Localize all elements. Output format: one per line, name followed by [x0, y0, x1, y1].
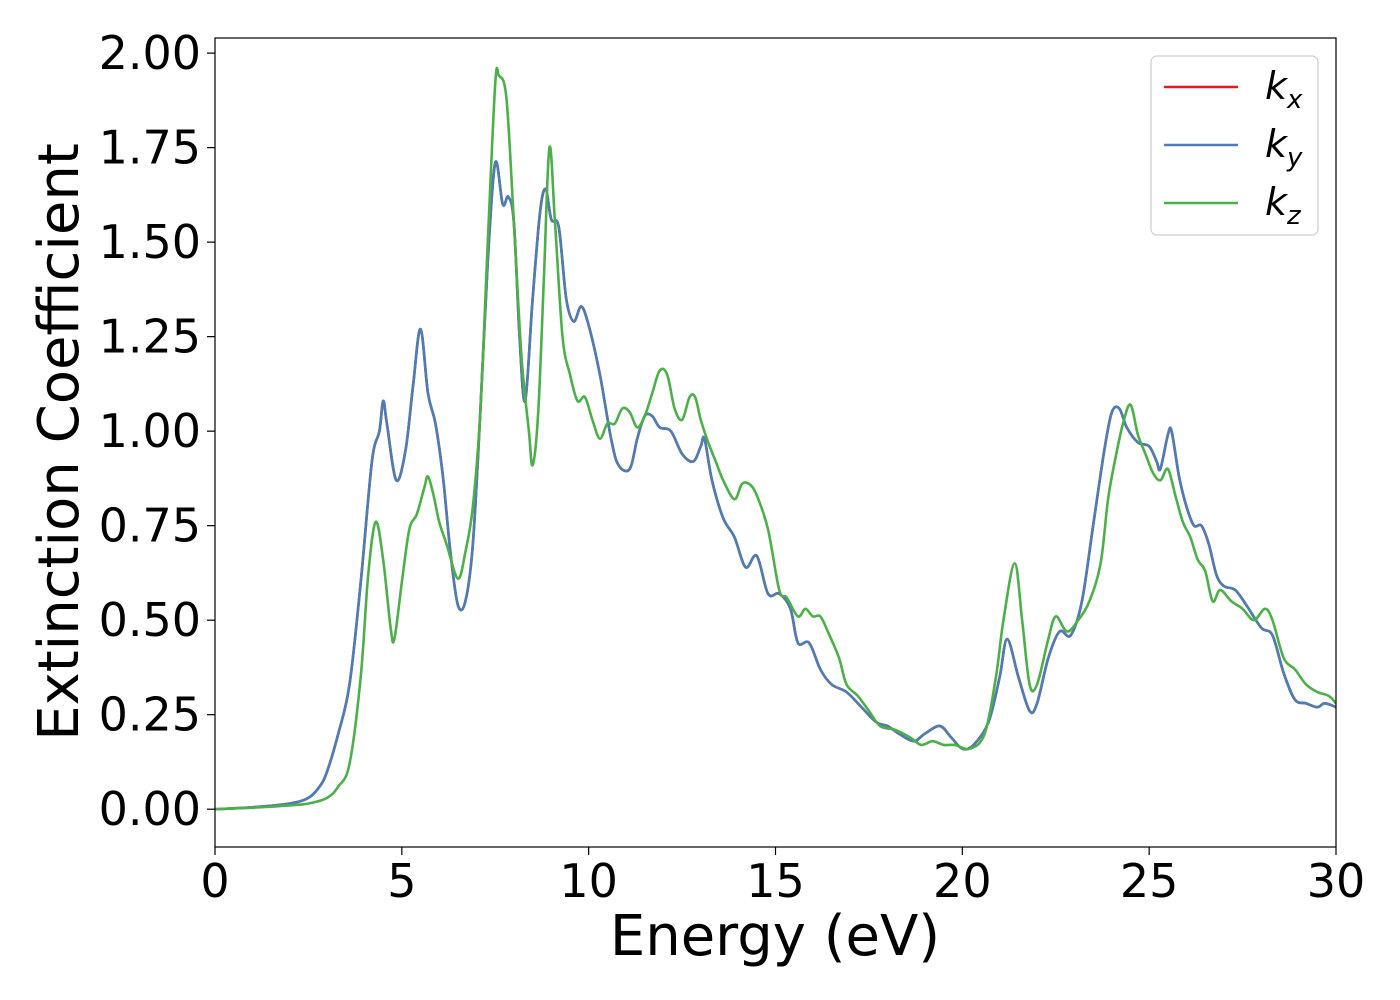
y-axis-title: Extinction Coefficient	[27, 143, 92, 741]
x-tick-label: 10	[559, 854, 618, 908]
x-tick-label: 0	[200, 854, 229, 908]
y-tick-label: 1.50	[99, 215, 201, 269]
x-tick-label: 25	[1120, 854, 1179, 908]
y-tick-label: 1.75	[99, 121, 201, 175]
legend-label-z: kz	[1265, 180, 1302, 231]
y-tick-label: 0.75	[99, 499, 201, 553]
x-axis: 0 5 10 15 20 25 30	[200, 847, 1365, 908]
y-tick-label: 1.25	[99, 310, 201, 364]
x-tick-label: 20	[933, 854, 992, 908]
y-tick-label: 0.25	[99, 688, 201, 742]
legend: kx ky kz	[1150, 55, 1319, 236]
y-axis: 0.00 0.25 0.50 0.75 1.00 1.25 1.50 1.75 2.00	[99, 26, 215, 836]
x-tick-label: 15	[746, 854, 805, 908]
legend-label-y: ky	[1265, 122, 1303, 173]
x-axis-title: Energy (eV)	[610, 904, 940, 969]
x-tick-label: 30	[1307, 854, 1366, 908]
series-layer	[215, 66, 1336, 811]
series-line-y	[215, 160, 1336, 811]
legend-label-x: kx	[1265, 64, 1303, 115]
y-tick-label: 0.00	[99, 782, 201, 836]
series-line-x	[215, 160, 1336, 811]
x-tick-label: 5	[387, 854, 416, 908]
y-tick-label: 2.00	[99, 26, 201, 80]
y-tick-label: 0.50	[99, 593, 201, 647]
y-tick-label: 1.00	[99, 404, 201, 458]
series-line-z	[215, 66, 1336, 811]
